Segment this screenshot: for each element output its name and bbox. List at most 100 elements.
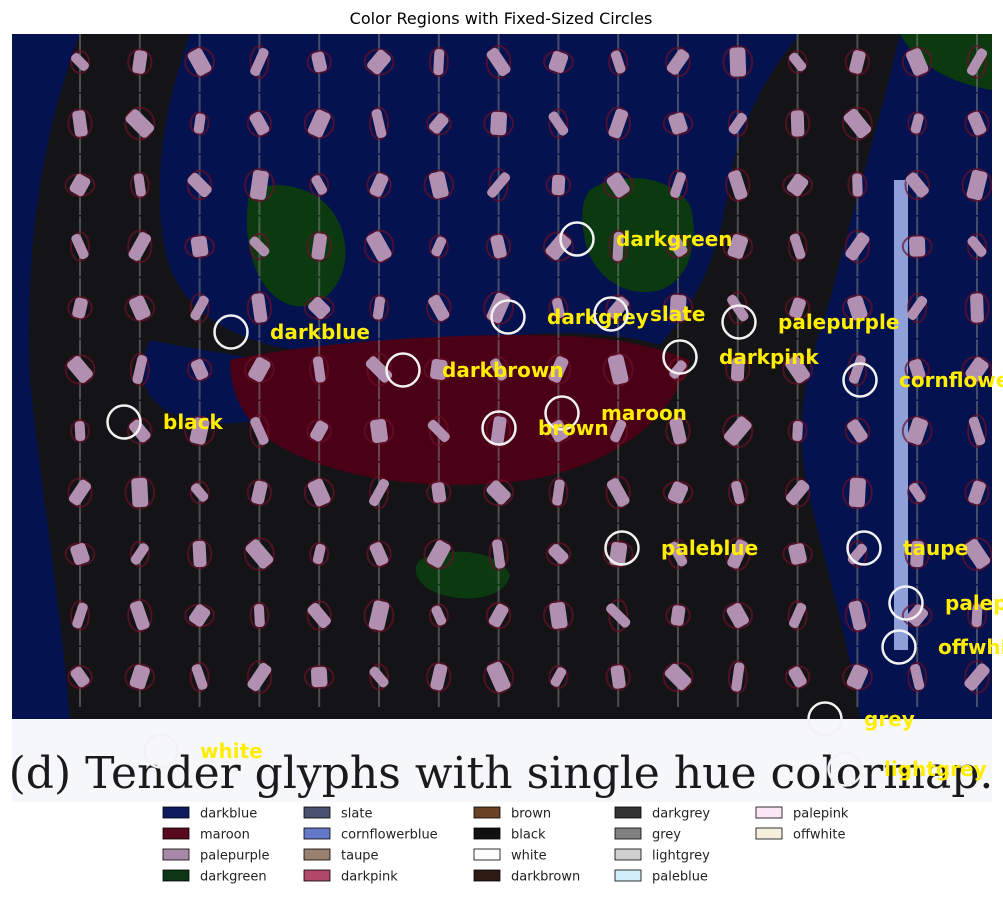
- glyph-halo: [485, 601, 512, 630]
- glyph-halo: [124, 475, 156, 510]
- glyph: [727, 539, 749, 569]
- legend-label-cornflowerblue: cornflowerblue: [341, 828, 438, 843]
- glyph-halo: [369, 294, 389, 322]
- glyph: [426, 540, 451, 568]
- glyph: [731, 480, 745, 505]
- circle-marker-paleblue: [604, 530, 640, 566]
- circle-marker-darkpink: [662, 339, 698, 375]
- circle-marker-palepurple: [721, 304, 757, 340]
- glyph: [786, 173, 809, 197]
- glyph: [785, 355, 810, 384]
- glyph-halo: [363, 229, 395, 264]
- glyph: [792, 420, 803, 442]
- glyph-halo: [369, 475, 389, 510]
- glyph: [906, 48, 929, 76]
- glyph: [552, 479, 565, 506]
- green-region-left: [246, 185, 346, 307]
- legend-label-lightgrey: lightgrey: [652, 849, 710, 864]
- glyph-halo: [842, 106, 873, 141]
- glyph: [547, 419, 569, 443]
- glyph-halo: [186, 169, 213, 201]
- glyph-halo: [70, 231, 90, 262]
- glyph-halo: [967, 232, 987, 261]
- circle-label-taupe: taupe: [903, 536, 968, 560]
- glyph-halo: [722, 414, 754, 448]
- glyph-halo: [847, 171, 868, 199]
- glyph: [430, 663, 448, 691]
- glyph-halo: [483, 291, 515, 325]
- glyph: [486, 47, 511, 77]
- glyph-halo: [665, 234, 691, 259]
- glyph: [249, 236, 270, 257]
- glyph: [490, 234, 507, 259]
- legend-swatch-cornflowerblue: [303, 827, 331, 840]
- circle-label-palepurple: palepurple: [778, 310, 899, 334]
- glyph: [548, 356, 569, 383]
- glyph-halo: [127, 598, 153, 633]
- glyph: [369, 173, 389, 197]
- glyph: [728, 170, 748, 200]
- glyph-halo: [904, 169, 930, 201]
- glyph: [488, 603, 509, 628]
- glyph-halo: [189, 480, 210, 505]
- glyph-halo: [366, 540, 392, 568]
- glyph: [848, 477, 866, 508]
- glyph: [72, 602, 88, 629]
- circle-marker-darkgrey: [490, 299, 526, 335]
- glyph: [67, 356, 93, 383]
- glyph-halo: [605, 475, 631, 510]
- glyph-halo: [423, 538, 455, 570]
- glyph: [430, 359, 448, 380]
- glyph: [965, 357, 989, 382]
- glyph-halo: [363, 598, 395, 633]
- glyph: [847, 419, 868, 443]
- glyph: [428, 171, 449, 199]
- glyph-halo: [543, 50, 574, 74]
- glyph: [129, 419, 151, 443]
- legend-label-white: white: [511, 849, 547, 864]
- glyph: [846, 664, 869, 690]
- glyph-halo: [964, 478, 990, 507]
- glyph-halo: [545, 354, 572, 385]
- glyph: [131, 477, 149, 508]
- caption-text: (d) Tender glyphs with single hue colorm…: [9, 748, 994, 799]
- glyph: [906, 417, 928, 445]
- glyph-halo: [842, 475, 873, 510]
- circle-marker-slate: [593, 296, 629, 332]
- glyph-halo: [70, 600, 90, 631]
- legend-label-paleblue: paleblue: [652, 870, 708, 885]
- glyph: [548, 51, 569, 73]
- glyph-halo: [246, 478, 273, 507]
- glyph: [189, 417, 210, 445]
- glyph: [372, 296, 386, 320]
- glyph: [847, 295, 868, 321]
- glyph: [730, 357, 745, 382]
- circle-label-maroon: maroon: [601, 401, 687, 425]
- glyph-halo: [428, 46, 449, 78]
- glyph: [187, 48, 212, 76]
- legend-swatch-slate: [303, 806, 331, 819]
- glyph: [71, 233, 89, 260]
- circle-marker-offwhite: [881, 629, 917, 665]
- glyph: [963, 539, 991, 569]
- glyph: [192, 540, 207, 568]
- glyph: [789, 602, 807, 629]
- glyph: [428, 294, 450, 322]
- glyph-halo: [662, 661, 694, 693]
- glyph: [551, 174, 566, 196]
- glyph-halo: [605, 663, 631, 691]
- legend: darkblue maroon palepurple darkgreen slate co…: [162, 806, 849, 885]
- glyph: [966, 48, 988, 76]
- circle-label-white: white: [200, 739, 263, 763]
- glyph-halo: [70, 419, 90, 443]
- glyph: [369, 478, 389, 507]
- glyph: [125, 109, 155, 138]
- glyph-halo: [548, 296, 569, 320]
- glyph: [251, 480, 268, 505]
- glyph: [785, 479, 810, 506]
- legend-swatch-darkgreen: [162, 869, 190, 882]
- glyph: [70, 666, 90, 688]
- glyph-halo: [967, 45, 987, 79]
- glyph: [487, 172, 511, 198]
